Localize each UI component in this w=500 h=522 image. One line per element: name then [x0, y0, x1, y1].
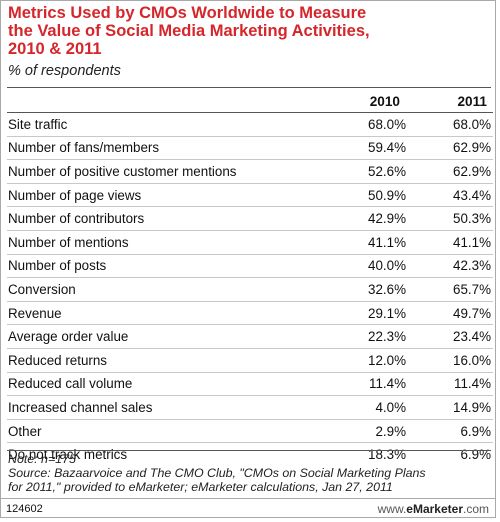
- source-line-1: Source: Bazaarvoice and The CMO Club, "C…: [8, 466, 426, 480]
- value-2010: 59.4%: [308, 136, 406, 161]
- table-row: Number of page views 50.9% 43.4%: [7, 183, 493, 208]
- chart-title: Metrics Used by CMOs Worldwide to Measur…: [8, 4, 478, 58]
- value-2011: 6.9%: [406, 419, 493, 444]
- row-label: Other: [7, 419, 308, 444]
- header-rule: [7, 87, 491, 88]
- value-2010: 52.6%: [308, 159, 406, 184]
- row-label: Number of contributors: [7, 206, 308, 231]
- row-label: Number of fans/members: [7, 136, 308, 161]
- footer-rule: [7, 450, 491, 451]
- chart-subtitle: % of respondents: [8, 63, 121, 79]
- chart-title-line-2: the Value of Social Media Marketing Acti…: [8, 22, 370, 40]
- table-row: Reduced returns 12.0% 16.0%: [7, 348, 493, 373]
- row-label: Number of page views: [7, 183, 308, 208]
- row-label: Average order value: [7, 324, 308, 349]
- value-2010: 4.0%: [308, 395, 406, 420]
- row-label: Number of mentions: [7, 230, 308, 255]
- value-2010: 11.4%: [308, 372, 406, 397]
- table-body: Site traffic 68.0% 68.0% Number of fans/mem…: [7, 112, 493, 466]
- table-row: Number of mentions 41.1% 41.1%: [7, 230, 493, 255]
- table-row: Other 2.9% 6.9%: [7, 419, 493, 444]
- chart-notes: Note: n=175 Source: Bazaarvoice and The …: [8, 452, 478, 494]
- chart-title-line-1: Metrics Used by CMOs Worldwide to Measur…: [8, 4, 367, 22]
- table-row: Number of contributors 42.9% 50.3%: [7, 206, 493, 231]
- value-2011: 16.0%: [406, 348, 493, 373]
- column-header-2010: 2010: [308, 90, 406, 113]
- chart-id: 124602: [6, 503, 43, 515]
- value-2010: 68.0%: [308, 112, 406, 137]
- value-2010: 50.9%: [308, 183, 406, 208]
- table-row: Reduced call volume 11.4% 11.4%: [7, 372, 493, 397]
- brand-name: eMarketer: [406, 502, 463, 516]
- value-2011: 41.1%: [406, 230, 493, 255]
- table-row: Number of positive customer mentions 52.6…: [7, 159, 493, 184]
- value-2011: 23.4%: [406, 324, 493, 349]
- table-row: Number of fans/members 59.4% 62.9%: [7, 136, 493, 161]
- column-header-metric: [7, 90, 308, 113]
- value-2010: 41.1%: [308, 230, 406, 255]
- value-2011: 62.9%: [406, 136, 493, 161]
- footer-bar: 124602 www.eMarketer.com: [1, 498, 495, 519]
- brand-logo: www.eMarketer.com: [378, 502, 489, 516]
- value-2010: 32.6%: [308, 277, 406, 302]
- source-line-2: for 2011," provided to eMarketer; eMarke…: [8, 480, 393, 494]
- value-2010: 40.0%: [308, 254, 406, 279]
- table-row: Conversion 32.6% 65.7%: [7, 277, 493, 302]
- brand-prefix: www.: [377, 502, 407, 516]
- value-2011: 43.4%: [406, 183, 493, 208]
- row-label: Reduced call volume: [7, 372, 308, 397]
- column-header-2011: 2011: [406, 90, 493, 113]
- value-2010: 42.9%: [308, 206, 406, 231]
- value-2011: 65.7%: [406, 277, 493, 302]
- table-row: Number of posts 40.0% 42.3%: [7, 254, 493, 279]
- chart-title-line-3: 2010 & 2011: [8, 40, 102, 58]
- value-2011: 42.3%: [406, 254, 493, 279]
- value-2011: 62.9%: [406, 159, 493, 184]
- row-label: Number of positive customer mentions: [7, 159, 308, 184]
- value-2011: 14.9%: [406, 395, 493, 420]
- brand-suffix: .com: [462, 502, 489, 516]
- row-label: Site traffic: [7, 112, 308, 137]
- value-2011: 68.0%: [406, 112, 493, 137]
- table-row: Revenue 29.1% 49.7%: [7, 301, 493, 326]
- table-row: Increased channel sales 4.0% 14.9%: [7, 395, 493, 420]
- table-row: Site traffic 68.0% 68.0%: [7, 112, 493, 137]
- table-row: Average order value 22.3% 23.4%: [7, 324, 493, 349]
- value-2011: 50.3%: [406, 206, 493, 231]
- row-label: Increased channel sales: [7, 395, 308, 420]
- value-2011: 49.7%: [406, 301, 493, 326]
- value-2010: 2.9%: [308, 419, 406, 444]
- row-label: Reduced returns: [7, 348, 308, 373]
- metrics-table: 2010 2011 Site traffic 68.0% 68.0% Number o…: [7, 90, 493, 466]
- value-2010: 29.1%: [308, 301, 406, 326]
- note-line: Note: n=175: [8, 452, 76, 466]
- value-2011: 11.4%: [406, 372, 493, 397]
- row-label: Conversion: [7, 277, 308, 302]
- row-label: Revenue: [7, 301, 308, 326]
- header-row: 2010 2011: [7, 90, 493, 113]
- row-label: Number of posts: [7, 254, 308, 279]
- value-2010: 12.0%: [308, 348, 406, 373]
- value-2010: 22.3%: [308, 324, 406, 349]
